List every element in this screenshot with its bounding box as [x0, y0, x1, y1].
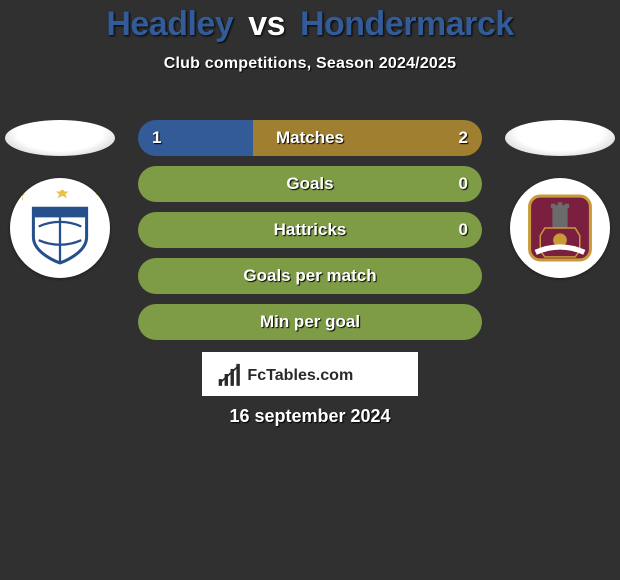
stat-bar: Matches 1 2 [138, 120, 482, 156]
stat-label: Goals per match [243, 266, 376, 286]
main-row: Matches 1 2 Goals 0 Hattricks 0 Goals per match… [0, 98, 620, 358]
stat-label: Min per goal [260, 312, 360, 332]
stat-bar: Min per goal [138, 304, 482, 340]
stat-label: Hattricks [274, 220, 347, 240]
page-root: Headley vs Hondermarck Club competitions… [0, 0, 620, 580]
page-title: Headley vs Hondermarck [0, 0, 620, 43]
title-player2: Hondermarck [300, 5, 514, 43]
stat-bar: Goals per match [138, 258, 482, 294]
player2-column [500, 120, 620, 278]
player1-photo-placeholder [5, 120, 115, 156]
stat-value-left: 1 [152, 128, 161, 148]
stat-value-right: 2 [459, 128, 468, 148]
subtitle: Club competitions, Season 2024/2025 [0, 55, 620, 73]
player1-column [0, 120, 120, 278]
stat-value-right: 0 [459, 174, 468, 194]
fctables-logo-icon: FcTables.com [217, 360, 403, 388]
stat-bar: Hattricks 0 [138, 212, 482, 248]
stat-bar: Goals 0 [138, 166, 482, 202]
stats-panel: Matches 1 2 Goals 0 Hattricks 0 Goals per match… [138, 120, 482, 340]
player2-photo-placeholder [505, 120, 615, 156]
generated-date: 16 september 2024 [0, 406, 620, 427]
player2-club-crest [510, 178, 610, 278]
club-crest-1-icon [22, 190, 98, 266]
club-crest-2-icon [522, 190, 598, 266]
stat-label: Goals [286, 174, 333, 194]
player1-club-crest [10, 178, 110, 278]
source-logo: FcTables.com [202, 352, 418, 396]
stat-value-right: 0 [459, 220, 468, 240]
title-vs: vs [248, 5, 285, 43]
svg-text:FcTables.com: FcTables.com [247, 366, 353, 384]
title-player1: Headley [106, 5, 233, 43]
stat-label: Matches [276, 128, 344, 148]
